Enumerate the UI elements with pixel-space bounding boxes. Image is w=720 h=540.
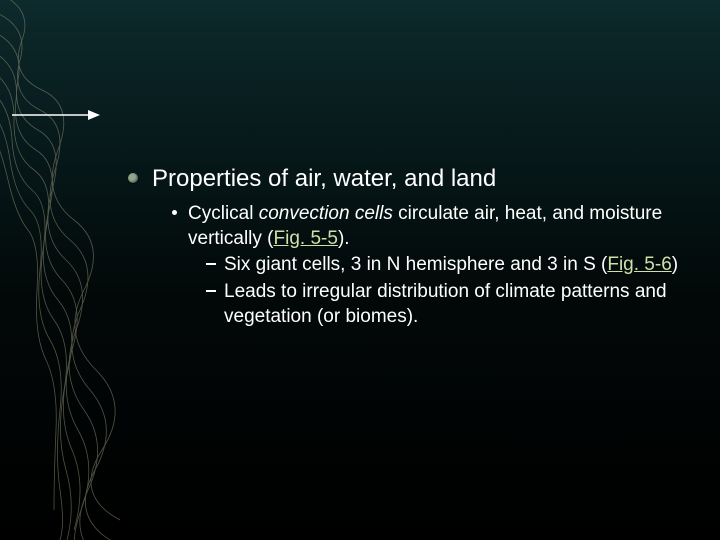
dash-bullet-icon [206,263,216,265]
bullet-level-3-a: Six giant cells, 3 in N hemisphere and 3… [128,253,680,278]
l3a-text-post: ) [672,254,678,275]
dot-bullet-icon [172,210,177,215]
l2-text-pre: Cyclical [188,203,259,224]
bullet-level-3-b: Leads to irregular distribution of clima… [128,280,680,329]
arrow-decoration [12,108,100,122]
l3a-text-pre: Six giant cells, 3 in N hemisphere and 3… [224,254,607,275]
level-2-text: Cyclical convection cells circulate air,… [188,202,680,251]
level-1-text: Properties of air, water, and land [152,164,680,194]
slide-content: Properties of air, water, and land Cycli… [128,164,680,329]
dash-bullet-icon [206,290,216,292]
figure-link-5-6[interactable]: Fig. 5-6 [607,254,671,275]
topographic-decoration [0,0,140,540]
l2-text-post-b: ). [338,228,350,249]
level-3a-text: Six giant cells, 3 in N hemisphere and 3… [224,253,680,278]
bullet-level-2: Cyclical convection cells circulate air,… [128,202,680,251]
sphere-bullet-icon [128,173,138,183]
figure-link-5-5[interactable]: Fig. 5-5 [274,228,338,249]
bullet-level-1: Properties of air, water, and land [128,164,680,194]
level-3b-text: Leads to irregular distribution of clima… [224,280,680,329]
l2-text-emphasis: convection cells [259,203,393,224]
